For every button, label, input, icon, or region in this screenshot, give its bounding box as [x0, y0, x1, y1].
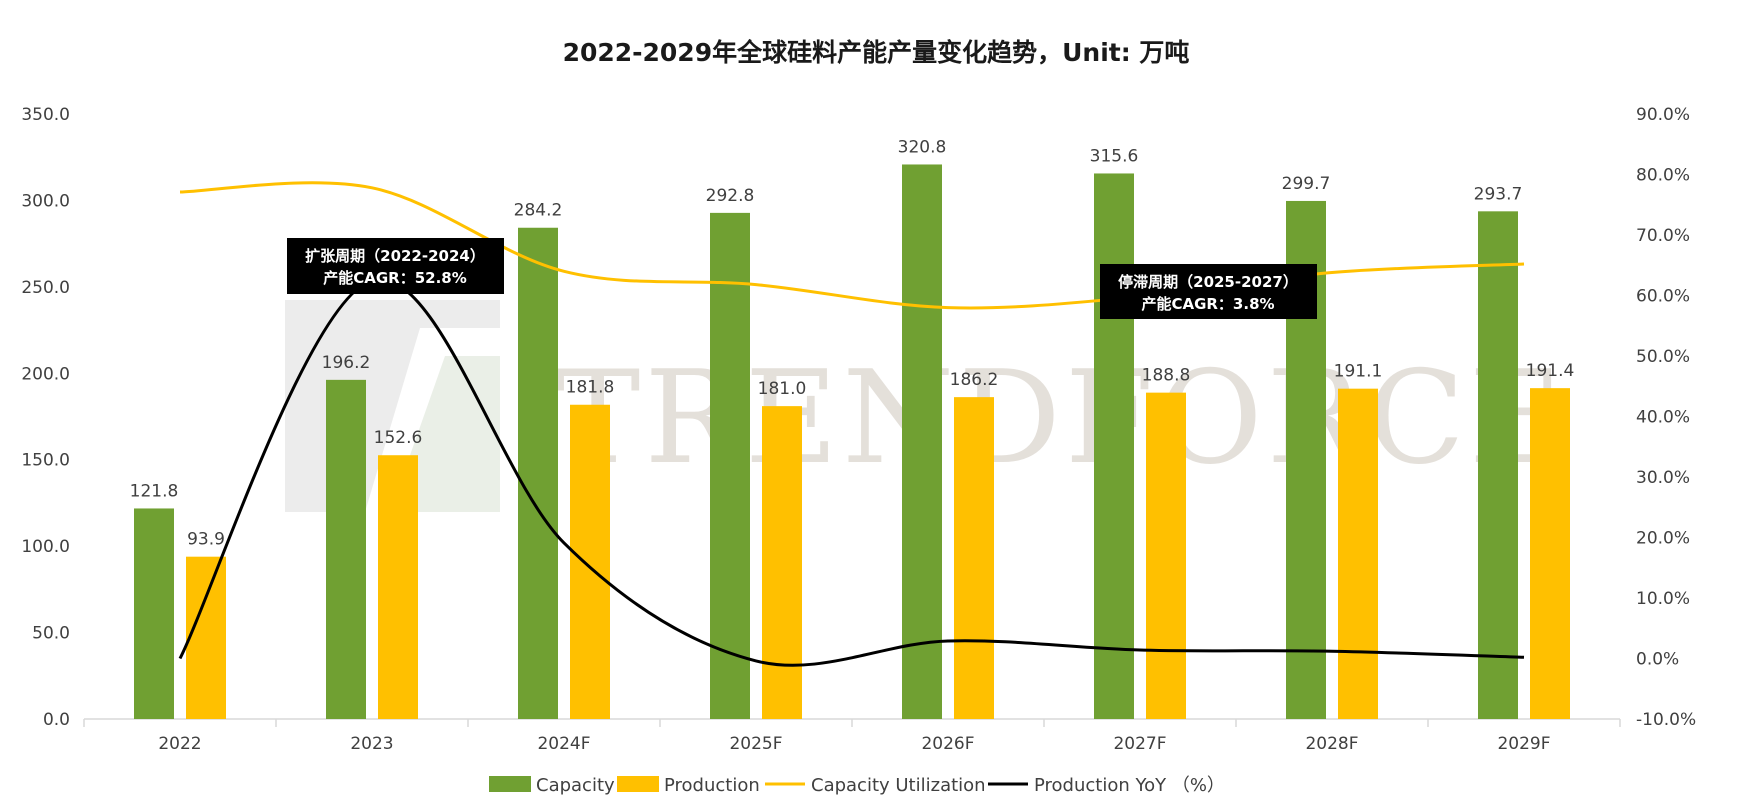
x-tick-label: 2025F: [729, 734, 782, 754]
y-right-tick-label: -10.0%: [1636, 710, 1696, 730]
y-right-tick-label: 80.0%: [1636, 166, 1690, 186]
y-left-tick-label: 50.0: [32, 624, 70, 644]
bar-capacity: [1094, 173, 1134, 719]
chart-title: 2022-2029年全球硅料产能产量变化趋势，Unit: 万吨: [563, 38, 1190, 67]
y-left-tick-label: 100.0: [21, 537, 70, 557]
data-label-capacity: 315.6: [1090, 146, 1139, 166]
x-tick-label: 2022: [158, 734, 201, 754]
bar-capacity: [326, 379, 366, 719]
legend-item-capacity-utilization[interactable]: Capacity Utilization: [765, 775, 986, 796]
data-label-production: 186.2: [950, 370, 999, 390]
data-label-capacity: 299.7: [1282, 174, 1331, 194]
bar-production: [570, 404, 610, 719]
legend-item-capacity[interactable]: Capacity: [489, 775, 615, 796]
x-tick-label: 2023: [350, 734, 393, 754]
bar-production: [954, 397, 994, 719]
x-tick-label: 2027F: [1113, 734, 1166, 754]
data-label-production: 181.0: [758, 379, 807, 399]
y-right-tick-label: 70.0%: [1636, 226, 1690, 246]
legend-item-production-yoy[interactable]: Production YoY （%）: [988, 775, 1225, 796]
y-right-tick-label: 20.0%: [1636, 529, 1690, 549]
bar-production: [1338, 388, 1378, 719]
watermark-text: TRENDFORCE: [555, 344, 1566, 493]
annotation-stagnation-line2: 产能CAGR：3.8%: [1141, 295, 1274, 313]
y-right-tick-label: 30.0%: [1636, 468, 1690, 488]
x-tick-label: 2028F: [1305, 734, 1358, 754]
bar-production: [1146, 392, 1186, 719]
bars: [134, 164, 1570, 720]
data-label-production: 191.1: [1334, 362, 1383, 382]
data-label-capacity: 293.7: [1474, 184, 1523, 204]
legend: Capacity Production Capacity Utilization…: [489, 775, 1225, 796]
y-right-tick-label: 90.0%: [1636, 105, 1690, 125]
data-label-capacity: 292.8: [706, 186, 755, 206]
bar-capacity: [902, 164, 942, 719]
annotation-stagnation: 停滞周期（2025-2027） 产能CAGR：3.8%: [1100, 264, 1317, 319]
bar-capacity: [134, 508, 174, 719]
legend-label-production: Production: [664, 775, 760, 796]
data-label-production: 93.9: [187, 530, 225, 550]
y-right-tick-label: 50.0%: [1636, 347, 1690, 367]
data-label-capacity: 284.2: [514, 201, 563, 221]
annotation-expansion-line2: 产能CAGR：52.8%: [323, 269, 467, 287]
annotation-stagnation-line1: 停滞周期（2025-2027）: [1118, 273, 1298, 291]
data-label-capacity: 320.8: [898, 137, 947, 157]
bar-capacity: [1478, 211, 1518, 719]
legend-item-production[interactable]: Production: [617, 775, 760, 796]
y-right-tick-label: 0.0%: [1636, 650, 1679, 670]
data-labels: 121.8 196.2 284.2 292.8 320.8 315.6 299.7 293.7…: [130, 137, 1575, 549]
data-label-production: 191.4: [1526, 361, 1575, 381]
bar-production: [378, 455, 418, 719]
annotation-expansion-line1: 扩张周期（2022-2024）: [305, 247, 485, 265]
y-left-tick-label: 0.0: [43, 710, 70, 730]
y-left-tick-label: 300.0: [21, 191, 70, 211]
bar-production: [1530, 388, 1570, 719]
bar-capacity: [710, 212, 750, 720]
bar-capacity: [518, 227, 558, 720]
legend-label-capacity: Capacity: [536, 775, 615, 796]
x-tick-label: 2029F: [1497, 734, 1550, 754]
annotation-expansion-box: [287, 238, 504, 294]
data-label-capacity: 121.8: [130, 481, 179, 501]
data-label-production: 181.8: [566, 378, 615, 398]
annotation-expansion: 扩张周期（2022-2024） 产能CAGR：52.8%: [287, 238, 504, 294]
y-left-tick-label: 350.0: [21, 105, 70, 125]
y-left-tick-label: 200.0: [21, 364, 70, 384]
bar-production: [186, 556, 226, 719]
y-right-tick-label: 40.0%: [1636, 408, 1690, 428]
data-label-capacity: 196.2: [322, 353, 371, 373]
legend-swatch-capacity: [489, 776, 531, 792]
legend-label-production-yoy: Production YoY （%）: [1034, 775, 1225, 796]
bar-production: [762, 406, 802, 719]
y-right-tick-label: 60.0%: [1636, 287, 1690, 307]
y-right-tick-label: 10.0%: [1636, 589, 1690, 609]
legend-label-capacity-utilization: Capacity Utilization: [811, 775, 986, 796]
x-tick-label: 2026F: [921, 734, 974, 754]
y-left-tick-label: 150.0: [21, 451, 70, 471]
data-label-production: 152.6: [374, 428, 423, 448]
x-tick-label: 2024F: [537, 734, 590, 754]
annotation-stagnation-box: [1100, 264, 1317, 319]
y-left-tick-label: 250.0: [21, 278, 70, 298]
legend-swatch-production: [617, 776, 659, 792]
data-label-production: 188.8: [1142, 366, 1191, 386]
